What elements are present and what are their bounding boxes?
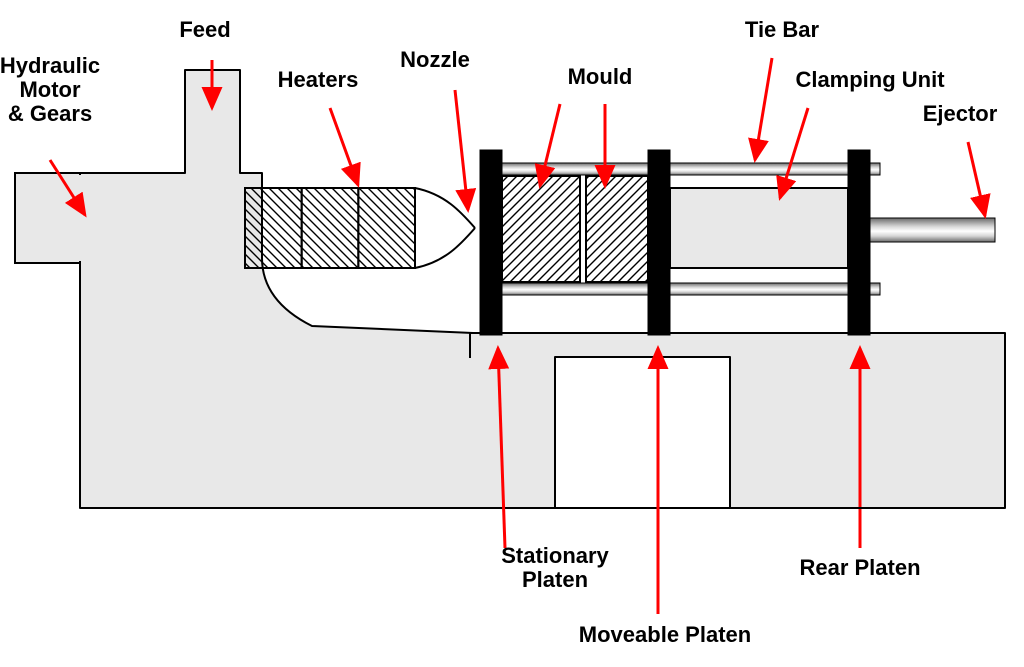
label-feed: Feed xyxy=(179,18,230,42)
arrow-nozzle xyxy=(455,90,468,210)
ejector-rod xyxy=(870,218,995,242)
label-heaters: Heaters xyxy=(278,68,359,92)
label-hydraulic: Hydraulic Motor & Gears xyxy=(0,54,100,127)
clamping-unit xyxy=(670,188,848,268)
base-right xyxy=(473,333,1005,508)
nozzle-bottom xyxy=(415,228,475,268)
heater-segment xyxy=(358,188,415,268)
tie-bar-top xyxy=(480,163,880,175)
mould-right xyxy=(586,176,648,282)
tie-bar-bottom xyxy=(480,283,880,295)
heater-segment xyxy=(302,188,359,268)
seam-cover xyxy=(471,334,477,507)
arrow-heaters xyxy=(330,108,358,185)
mould-left xyxy=(502,176,580,282)
label-tiebar: Tie Bar xyxy=(745,18,819,42)
motor-block xyxy=(15,173,80,263)
heater-segment xyxy=(245,188,302,268)
label-clamping: Clamping Unit xyxy=(795,68,944,92)
label-moveable: Moveable Platen xyxy=(579,623,751,647)
motor-seam-cover xyxy=(77,175,83,261)
label-nozzle: Nozzle xyxy=(400,48,470,72)
arrow-ejector xyxy=(968,142,985,216)
base-left xyxy=(80,70,473,508)
label-ejector: Ejector xyxy=(923,102,998,126)
label-mould: Mould xyxy=(568,65,633,89)
label-stationary: Stationary Platen xyxy=(501,544,609,592)
arrow-clamping xyxy=(780,108,808,198)
arrow-tiebar xyxy=(755,58,772,160)
platen-rear xyxy=(848,150,870,335)
platen-moveable xyxy=(648,150,670,335)
label-rear: Rear Platen xyxy=(799,556,920,580)
platen-stationary xyxy=(480,150,502,335)
